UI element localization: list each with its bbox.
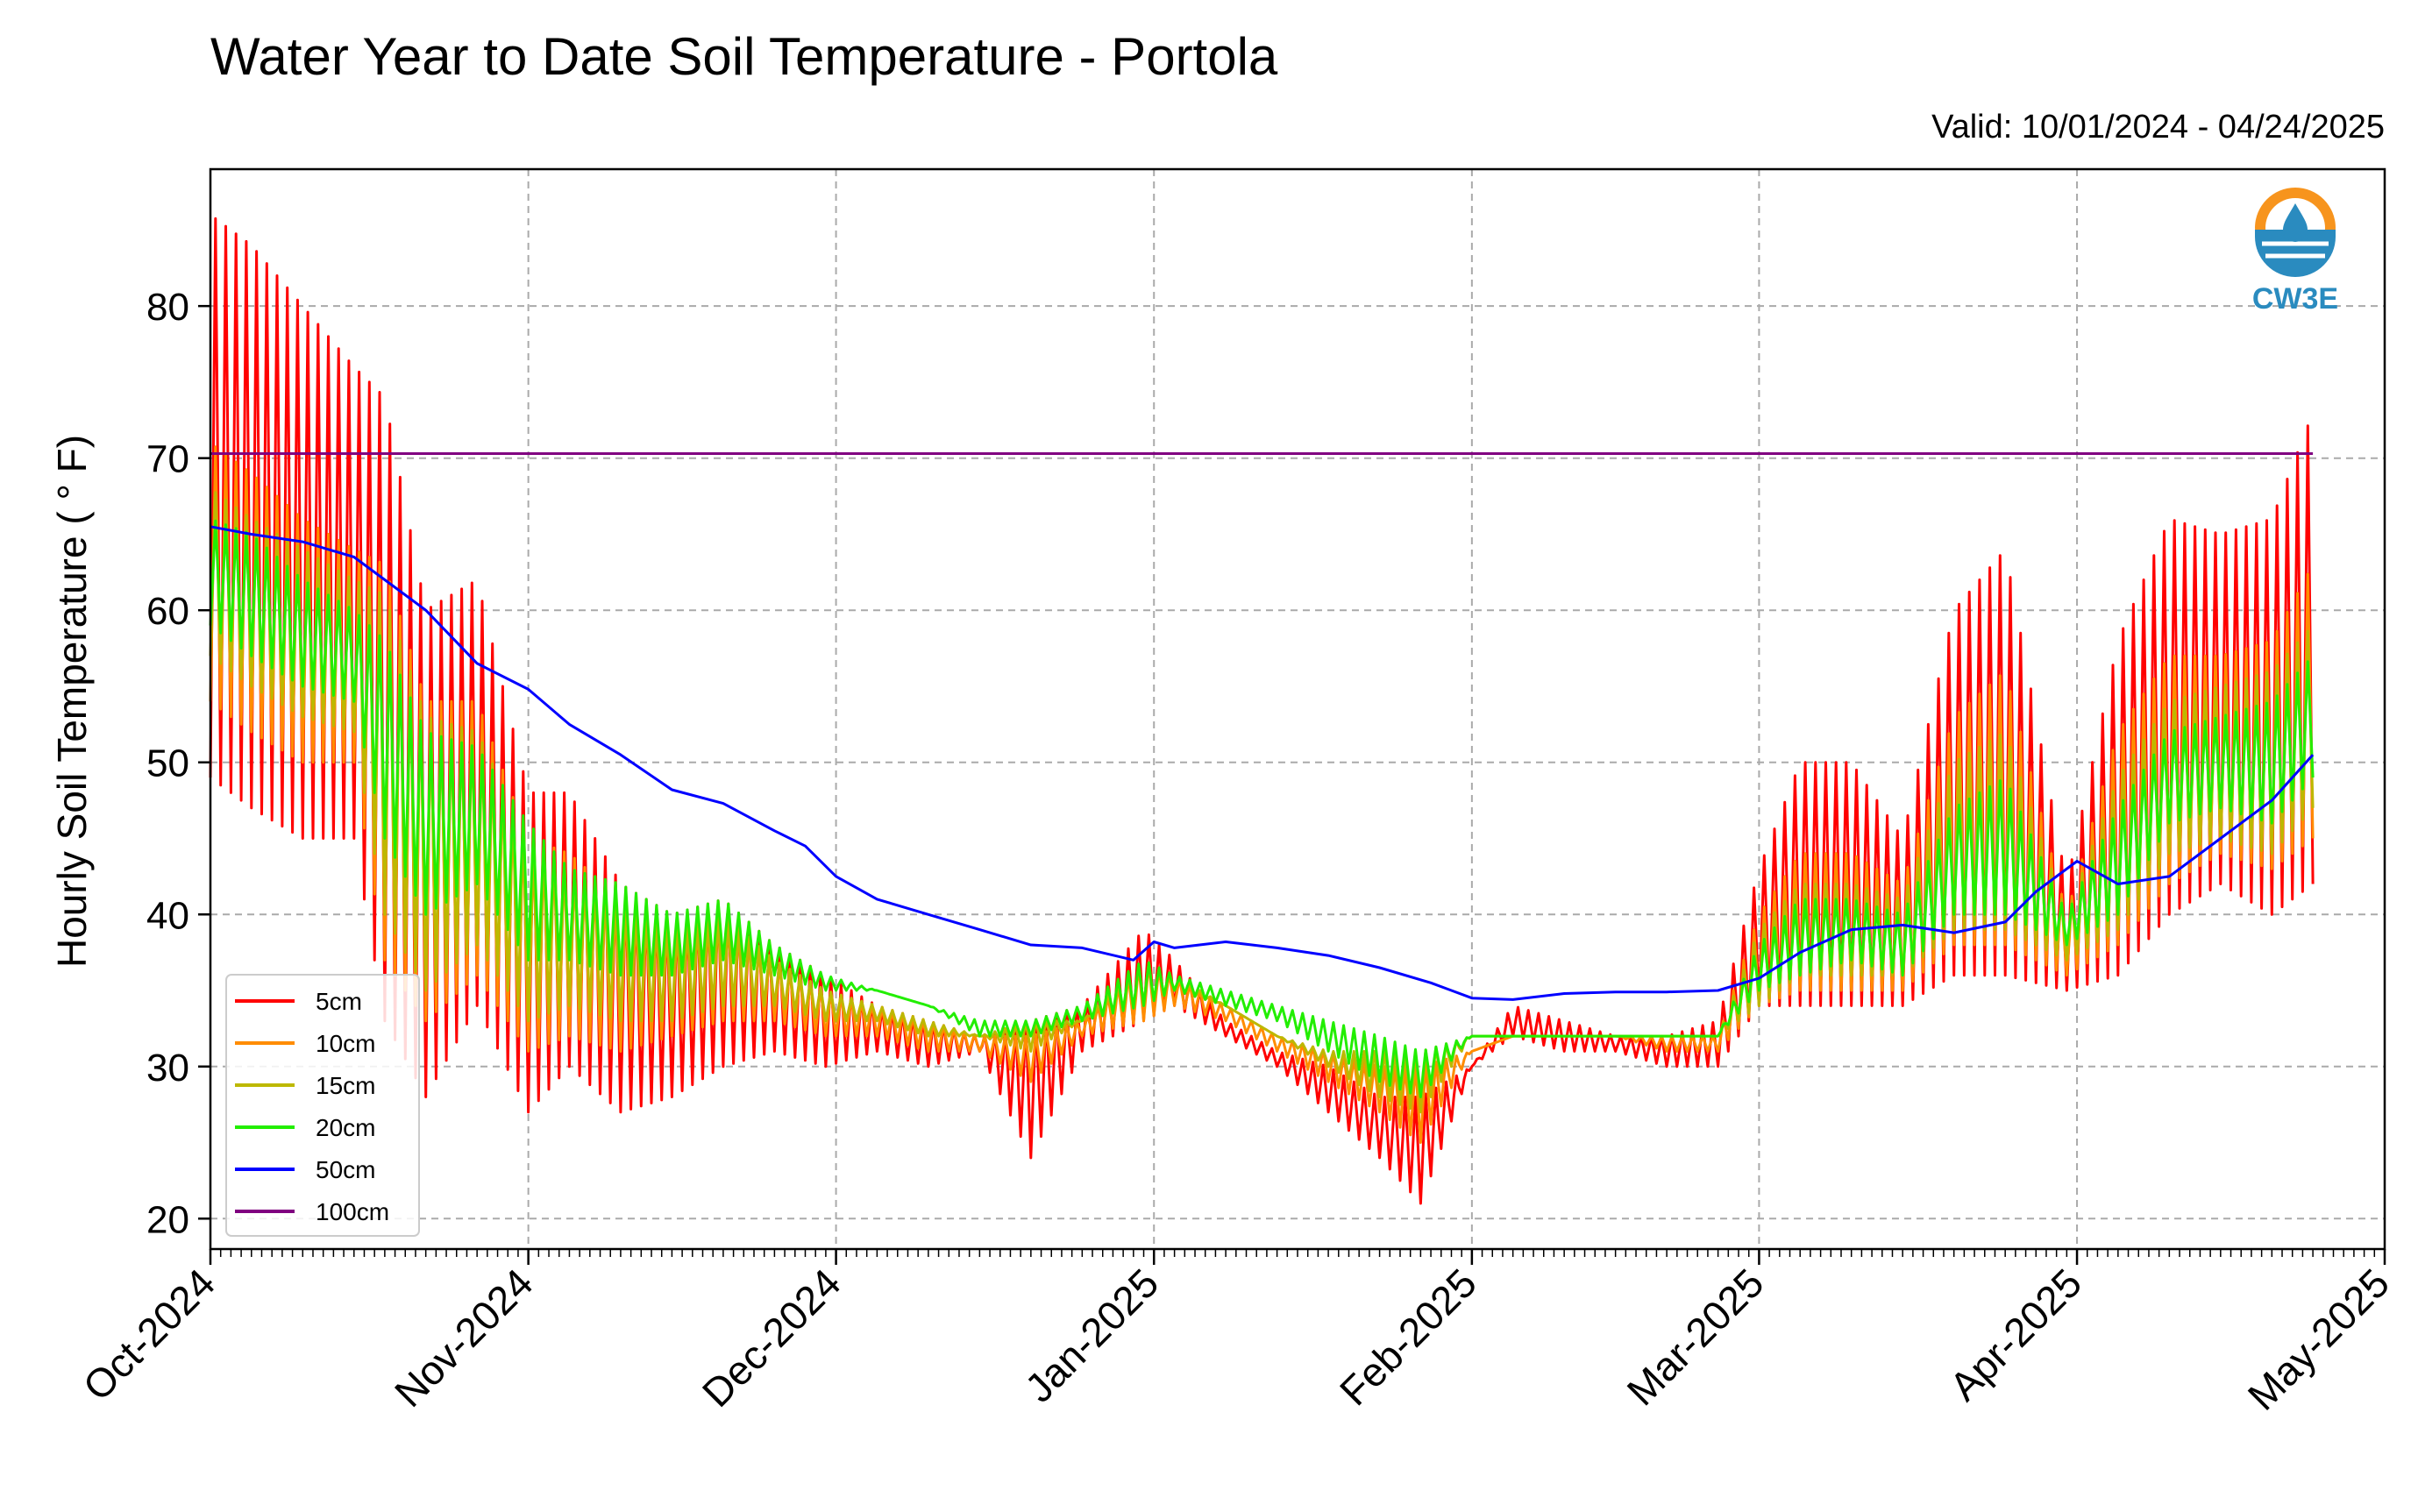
legend-label-50cm: 50cm bbox=[316, 1156, 375, 1183]
grid-lines bbox=[210, 169, 2386, 1249]
x-tick-label: Oct-2024 bbox=[75, 1260, 224, 1409]
y-tick-label: 40 bbox=[146, 894, 189, 937]
legend-label-100cm: 100cm bbox=[316, 1198, 389, 1225]
legend-label-10cm: 10cm bbox=[316, 1030, 375, 1057]
y-tick-label: 20 bbox=[146, 1198, 189, 1241]
cw3e-logo: CW3E bbox=[2252, 188, 2338, 316]
x-tick-label: Jan-2025 bbox=[1016, 1260, 1167, 1410]
legend-label-20cm: 20cm bbox=[316, 1114, 375, 1141]
axis-ticks bbox=[198, 304, 2386, 1265]
x-tick-label: Dec-2024 bbox=[693, 1260, 850, 1416]
logo-text: CW3E bbox=[2252, 282, 2338, 316]
series-line-5cm bbox=[209, 217, 2315, 1205]
x-tick-label: Nov-2024 bbox=[386, 1260, 542, 1416]
valid-date-range: Valid: 10/01/2024 - 04/24/2025 bbox=[1931, 109, 2385, 146]
y-tick-label: 60 bbox=[146, 590, 189, 633]
y-tick-label: 80 bbox=[146, 286, 189, 329]
legend: 5cm 10cm 15cm 20cm 50cm 100cm bbox=[225, 974, 420, 1237]
y-tick-label: 70 bbox=[146, 438, 189, 481]
series-line-20cm bbox=[209, 519, 2315, 1098]
y-tick-label: 50 bbox=[146, 742, 189, 785]
series-line-50cm bbox=[210, 525, 2315, 1001]
x-tick-label: Feb-2025 bbox=[1331, 1260, 1485, 1414]
x-tick-label: May-2025 bbox=[2239, 1260, 2398, 1418]
chart-title: Water Year to Date Soil Temperature - Po… bbox=[210, 27, 1278, 86]
x-tick-label: Mar-2025 bbox=[1618, 1260, 1773, 1414]
y-axis-label: Hourly Soil Temperature ( ° F) bbox=[49, 435, 95, 968]
legend-label-5cm: 5cm bbox=[316, 988, 362, 1015]
legend-label-15cm: 15cm bbox=[316, 1072, 375, 1099]
series-lines bbox=[209, 217, 2315, 1205]
plot-frame bbox=[209, 167, 2386, 1251]
x-tick-label: Apr-2025 bbox=[1941, 1260, 2091, 1409]
water-drop-icon bbox=[2283, 203, 2308, 242]
y-tick-label: 30 bbox=[146, 1047, 189, 1090]
